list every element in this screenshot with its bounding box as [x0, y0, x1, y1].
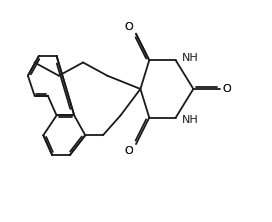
Text: O: O: [124, 146, 133, 156]
Text: NH: NH: [182, 53, 199, 63]
Text: O: O: [125, 22, 133, 32]
Text: O: O: [125, 146, 133, 156]
Text: O: O: [222, 84, 231, 94]
Text: O: O: [124, 22, 133, 32]
Text: O: O: [223, 84, 231, 94]
Text: NH: NH: [182, 115, 199, 125]
